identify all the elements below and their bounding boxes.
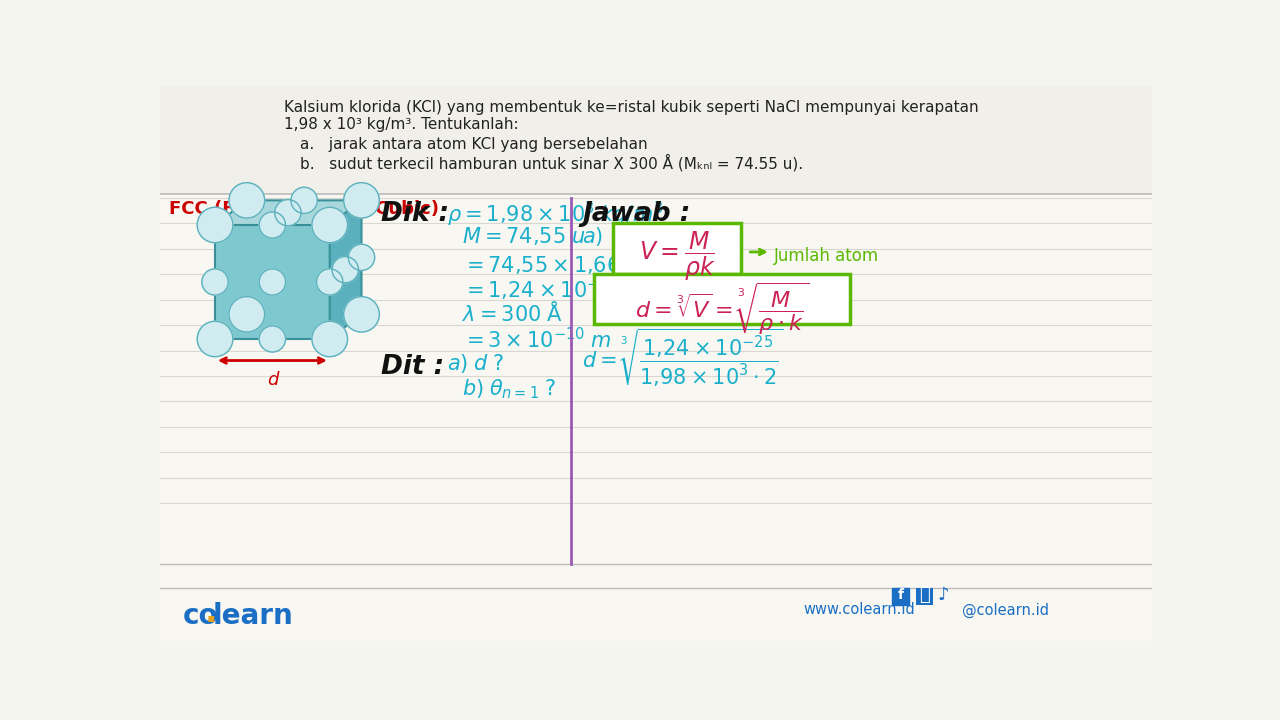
Circle shape <box>259 269 285 295</box>
Circle shape <box>343 297 379 332</box>
Circle shape <box>197 321 233 356</box>
Circle shape <box>348 244 375 271</box>
Text: co: co <box>183 603 219 630</box>
Bar <box>915 588 933 605</box>
Text: $V = \dfrac{M}{\rho k}$: $V = \dfrac{M}{\rho k}$ <box>639 230 716 283</box>
Text: $\rho = 1{,}98 \times 10^3 \; \mathit{kg/m^3}$: $\rho = 1{,}98 \times 10^3 \; \mathit{kg… <box>447 199 664 229</box>
Bar <box>613 222 741 274</box>
Text: a.   jarak antara atom KCl yang bersebelahan: a. jarak antara atom KCl yang bersebelah… <box>300 138 648 152</box>
Text: ⓞ: ⓞ <box>919 585 929 603</box>
Text: $M = 74{,}55 \; u$: $M = 74{,}55 \; u$ <box>462 225 585 247</box>
Text: $a)\; d\; ?$: $a)\; d\; ?$ <box>447 352 504 375</box>
Text: $b)\; \theta_{n=1}\; ?$: $b)\; \theta_{n=1}\; ?$ <box>462 377 557 401</box>
Circle shape <box>312 207 348 243</box>
Text: $a)$: $a)$ <box>582 225 604 248</box>
Text: @colearn.id: @colearn.id <box>963 603 1050 618</box>
Circle shape <box>312 321 348 356</box>
Text: $\lambda = 300 \; \mathrm{\AA}$: $\lambda = 300 \; \mathrm{\AA}$ <box>462 301 563 325</box>
Circle shape <box>229 297 265 332</box>
Text: b.   sudut terkecil hamburan untuk sinar X 300 Å (Mₖₙₗ = 74.55 u).: b. sudut terkecil hamburan untuk sinar X… <box>300 154 803 171</box>
Polygon shape <box>215 225 330 339</box>
Text: 1,98 x 10³ kg/m³. Tentukanlah:: 1,98 x 10³ kg/m³. Tentukanlah: <box>284 117 518 132</box>
Text: $d = \sqrt[3]{V} = \sqrt[3]{\dfrac{M}{\rho \cdot k}}$: $d = \sqrt[3]{V} = \sqrt[3]{\dfrac{M}{\r… <box>635 280 809 337</box>
Circle shape <box>229 183 265 218</box>
Circle shape <box>343 183 379 218</box>
Text: Dit :: Dit : <box>381 354 444 379</box>
Text: Jumlah atom: Jumlah atom <box>774 248 879 266</box>
Bar <box>594 274 850 324</box>
Circle shape <box>332 256 358 283</box>
Polygon shape <box>215 200 361 225</box>
Text: www.colearn.id: www.colearn.id <box>804 603 915 617</box>
Circle shape <box>259 212 285 238</box>
Circle shape <box>202 269 228 295</box>
Polygon shape <box>330 200 361 339</box>
Bar <box>160 86 1152 194</box>
Circle shape <box>291 187 317 213</box>
Text: Jawab :: Jawab : <box>582 201 691 227</box>
Bar <box>160 194 1152 641</box>
Text: d: d <box>266 372 278 390</box>
Circle shape <box>197 207 233 243</box>
Text: $= 3 \times 10^{-10} \; m$: $= 3 \times 10^{-10} \; m$ <box>462 327 612 352</box>
Bar <box>892 588 909 605</box>
Text: learn: learn <box>212 603 293 630</box>
Text: $= 74{,}55 \times 1{,}66 \times 10^{-27}$: $= 74{,}55 \times 1{,}66 \times 10^{-27}… <box>462 251 704 278</box>
Text: ♪: ♪ <box>937 585 948 603</box>
Text: ·: · <box>205 605 218 638</box>
Text: f: f <box>897 588 904 602</box>
Circle shape <box>259 326 285 352</box>
Text: $= 1{,}24 \times 10^{-25} \; kg$: $= 1{,}24 \times 10^{-25} \; kg$ <box>462 276 650 305</box>
Text: Dik :: Dik : <box>381 201 449 227</box>
Circle shape <box>275 199 301 226</box>
Text: Kalsium klorida (KCl) yang membentuk ke=ristal kubik seperti NaCl mempunyai kera: Kalsium klorida (KCl) yang membentuk ke=… <box>284 100 979 115</box>
Text: $d = \sqrt[3]{\dfrac{1{,}24 \times 10^{-25}}{1{,}98 \times 10^3 \cdot 2}}$: $d = \sqrt[3]{\dfrac{1{,}24 \times 10^{-… <box>582 327 785 388</box>
Text: FCC (Face-Centered Cubic): FCC (Face-Centered Cubic) <box>169 199 439 217</box>
Circle shape <box>316 269 343 295</box>
